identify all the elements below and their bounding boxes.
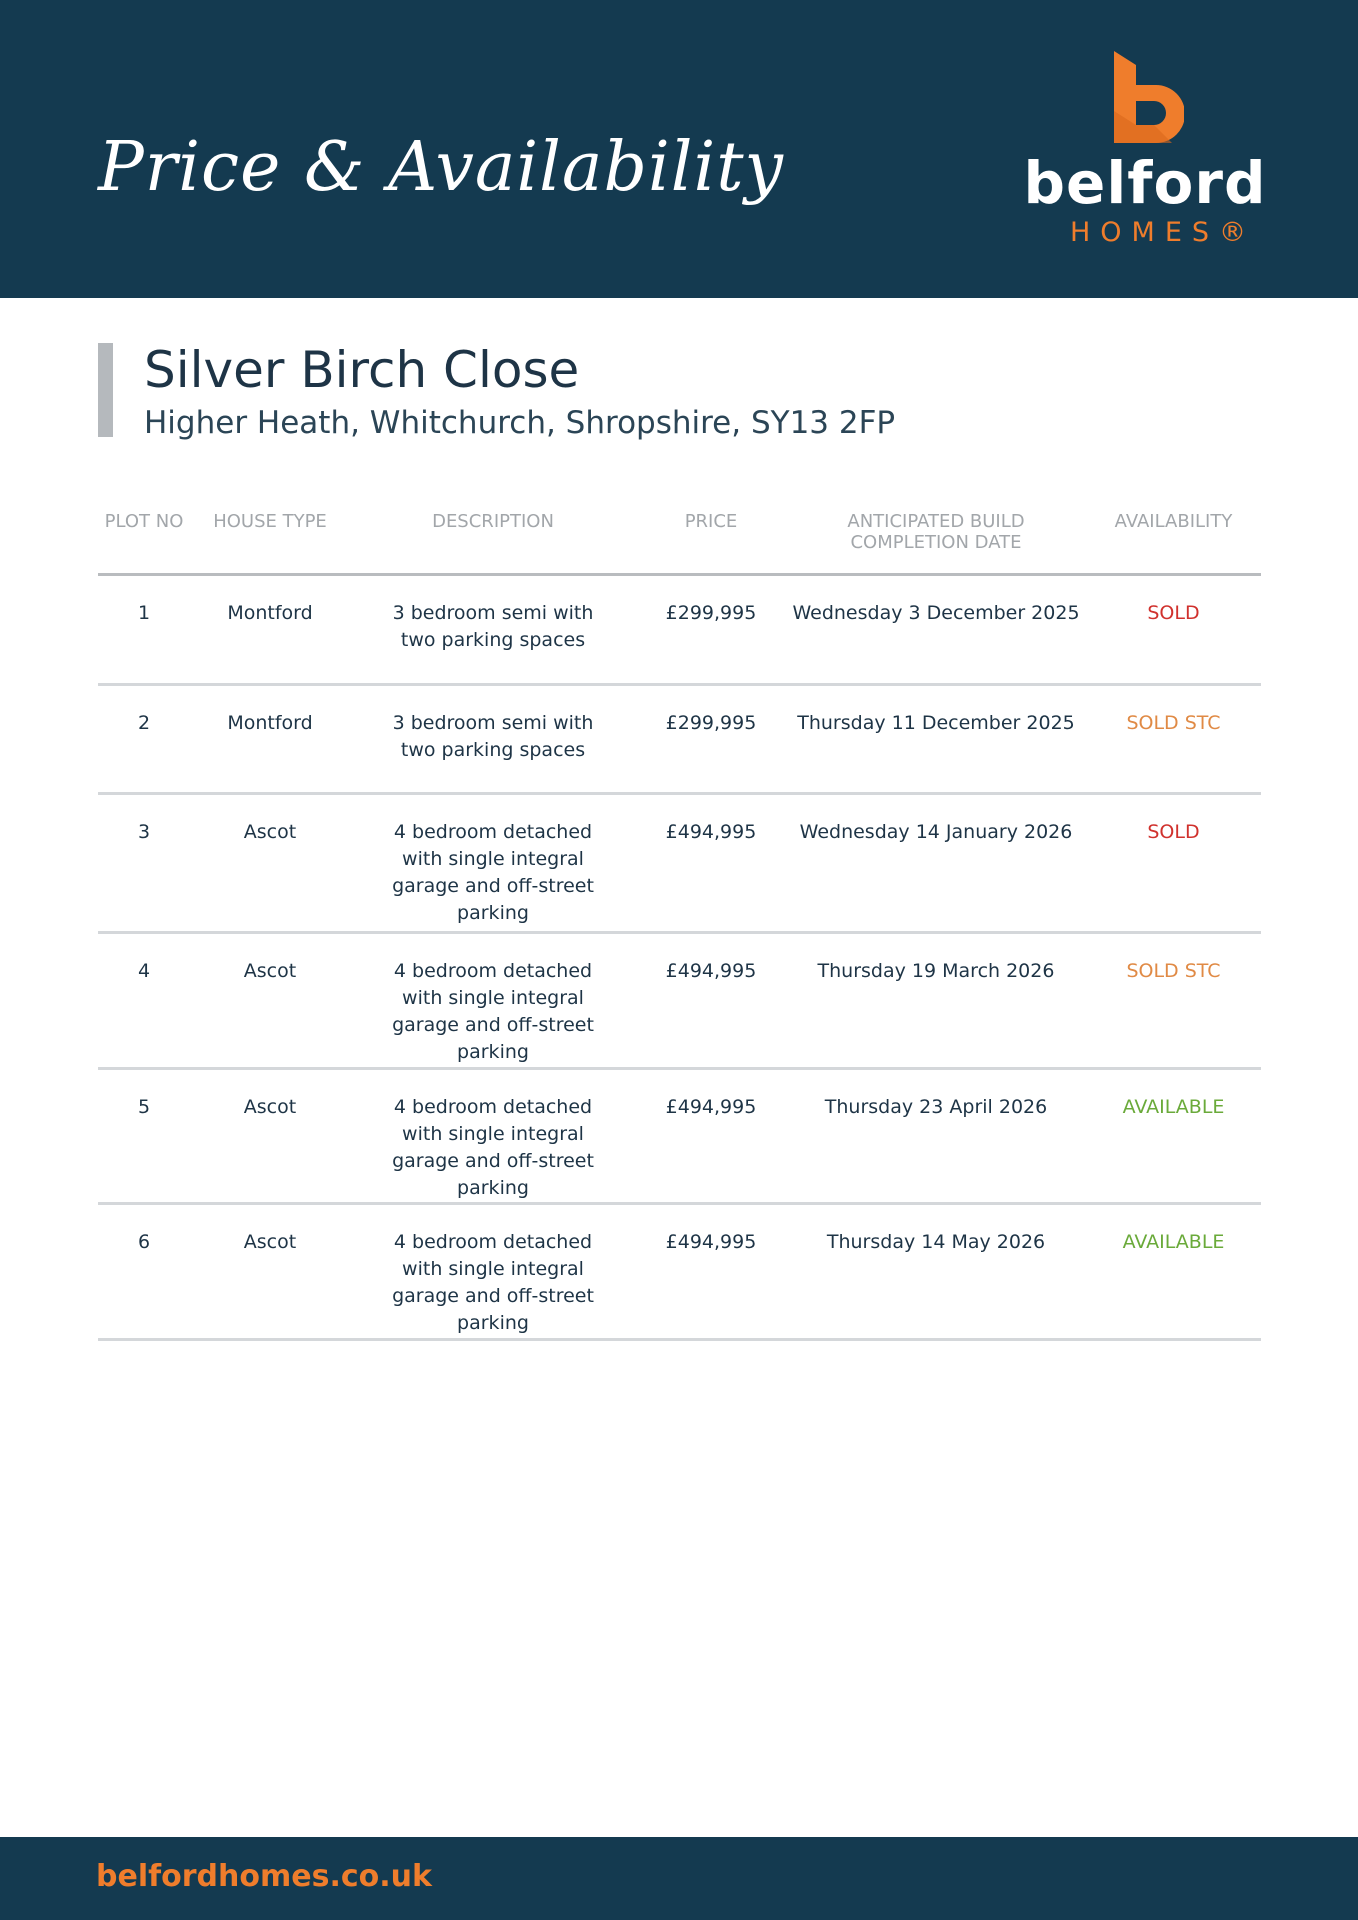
- price-cell: £494,995: [636, 932, 786, 1070]
- belford-homes-logo: belford HOMES®: [1020, 48, 1270, 253]
- house-type-cell: Ascot: [190, 793, 350, 934]
- logo-subtitle: HOMES®: [1070, 217, 1257, 248]
- plot-no-cell: 2: [98, 684, 190, 795]
- col-house-type: HOUSE TYPE: [190, 505, 350, 576]
- table-row: 6 Ascot 4 bedroom detached with single int…: [98, 1203, 1261, 1341]
- availability-cell: SOLD: [1086, 793, 1261, 934]
- table-row: 1 Montford 3 bedroom semi with two parking…: [98, 574, 1261, 686]
- plot-no-cell: 4: [98, 932, 190, 1070]
- development-name: Silver Birch Close: [144, 341, 580, 399]
- price-cell: £494,995: [636, 793, 786, 934]
- col-plot-no: PLOT NO: [98, 505, 190, 576]
- price-cell: £299,995: [636, 684, 786, 795]
- price-cell: £299,995: [636, 574, 786, 686]
- col-description: DESCRIPTION: [350, 505, 636, 576]
- completion-date-cell: Thursday 19 March 2026: [786, 932, 1086, 1070]
- description-cell: 3 bedroom semi with two parking spaces: [350, 684, 636, 795]
- table-row: 5 Ascot 4 bedroom detached with single int…: [98, 1068, 1261, 1205]
- col-completion-date: ANTICIPATED BUILD COMPLETION DATE: [786, 505, 1086, 576]
- house-type-cell: Ascot: [190, 932, 350, 1070]
- availability-cell: AVAILABLE: [1086, 1068, 1261, 1205]
- house-type-cell: Montford: [190, 684, 350, 795]
- table-row: 4 Ascot 4 bedroom detached with single int…: [98, 932, 1261, 1070]
- completion-date-cell: Wednesday 14 January 2026: [786, 793, 1086, 934]
- development-address: Higher Heath, Whitchurch, Shropshire, SY…: [144, 405, 896, 441]
- availability-cell: SOLD STC: [1086, 684, 1261, 795]
- col-price: PRICE: [636, 505, 786, 576]
- completion-date-cell: Thursday 14 May 2026: [786, 1203, 1086, 1341]
- col-availability: AVAILABILITY: [1086, 505, 1261, 576]
- table-row: 3 Ascot 4 bedroom detached with single int…: [98, 793, 1261, 934]
- description-cell: 4 bedroom detached with single integral …: [350, 1203, 636, 1341]
- availability-cell: SOLD STC: [1086, 932, 1261, 1070]
- description-cell: 4 bedroom detached with single integral …: [350, 932, 636, 1070]
- plot-no-cell: 5: [98, 1068, 190, 1205]
- house-type-cell: Ascot: [190, 1203, 350, 1341]
- accent-bar: [98, 343, 113, 437]
- page-title: Price & Availability: [98, 128, 784, 207]
- completion-date-cell: Thursday 23 April 2026: [786, 1068, 1086, 1205]
- plot-no-cell: 1: [98, 574, 190, 686]
- logo-wordmark: belford: [1023, 149, 1267, 217]
- plot-no-cell: 6: [98, 1203, 190, 1341]
- table-row: 2 Montford 3 bedroom semi with two parking…: [98, 684, 1261, 795]
- table-header-row: PLOT NO HOUSE TYPE DESCRIPTION PRICE ANT…: [98, 505, 1261, 576]
- description-cell: 4 bedroom detached with single integral …: [350, 1068, 636, 1205]
- header-banner: Price & Availability belford HOMES®: [0, 0, 1358, 298]
- completion-date-cell: Wednesday 3 December 2025: [786, 574, 1086, 686]
- price-table: PLOT NO HOUSE TYPE DESCRIPTION PRICE ANT…: [98, 505, 1261, 1341]
- availability-cell: SOLD: [1086, 574, 1261, 686]
- availability-cell: AVAILABLE: [1086, 1203, 1261, 1341]
- completion-date-cell: Thursday 11 December 2025: [786, 684, 1086, 795]
- logo-b-icon: [1114, 51, 1184, 143]
- price-cell: £494,995: [636, 1203, 786, 1341]
- footer-banner: belfordhomes.co.uk: [0, 1837, 1358, 1920]
- description-cell: 4 bedroom detached with single integral …: [350, 793, 636, 934]
- house-type-cell: Montford: [190, 574, 350, 686]
- house-type-cell: Ascot: [190, 1068, 350, 1205]
- description-cell: 3 bedroom semi with two parking spaces: [350, 574, 636, 686]
- price-cell: £494,995: [636, 1068, 786, 1205]
- website-link[interactable]: belfordhomes.co.uk: [96, 1859, 432, 1894]
- plot-no-cell: 3: [98, 793, 190, 934]
